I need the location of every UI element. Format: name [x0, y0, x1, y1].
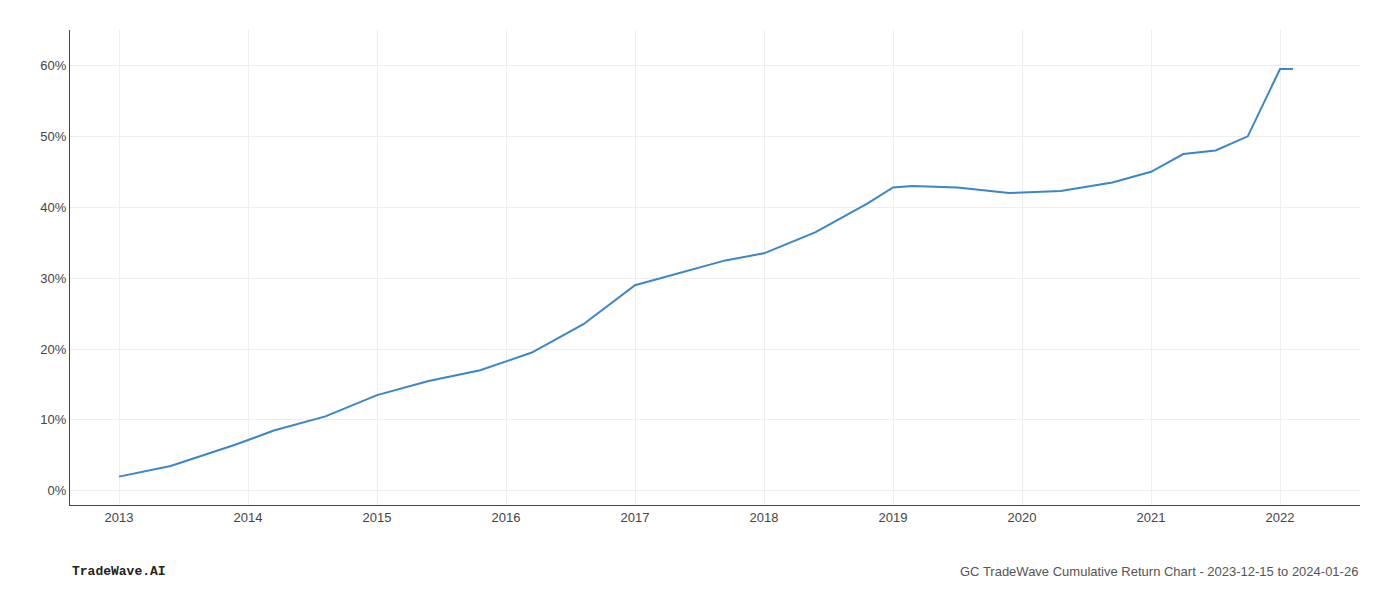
- svg-text:2020: 2020: [1008, 510, 1037, 525]
- svg-text:2017: 2017: [621, 510, 650, 525]
- svg-text:60%: 60%: [40, 58, 66, 73]
- svg-text:2015: 2015: [363, 510, 392, 525]
- svg-text:2021: 2021: [1137, 510, 1166, 525]
- svg-text:2019: 2019: [879, 510, 908, 525]
- svg-text:2022: 2022: [1266, 510, 1295, 525]
- svg-text:2013: 2013: [105, 510, 134, 525]
- svg-text:2014: 2014: [234, 510, 263, 525]
- svg-text:10%: 10%: [40, 412, 66, 427]
- svg-text:20%: 20%: [40, 342, 66, 357]
- svg-text:2016: 2016: [492, 510, 521, 525]
- svg-text:40%: 40%: [40, 200, 66, 215]
- svg-text:GC TradeWave Cumulative Return: GC TradeWave Cumulative Return Chart - 2…: [960, 564, 1358, 579]
- svg-text:0%: 0%: [48, 483, 67, 498]
- svg-text:30%: 30%: [40, 271, 66, 286]
- svg-text:50%: 50%: [40, 129, 66, 144]
- svg-text:TradeWave.AI: TradeWave.AI: [72, 564, 166, 579]
- svg-text:2018: 2018: [750, 510, 779, 525]
